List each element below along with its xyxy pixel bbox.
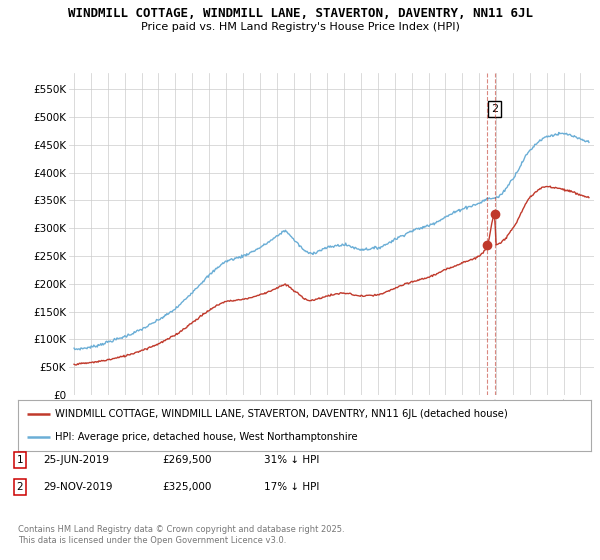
Text: 25-JUN-2019: 25-JUN-2019 xyxy=(43,455,109,465)
Text: Contains HM Land Registry data © Crown copyright and database right 2025.
This d: Contains HM Land Registry data © Crown c… xyxy=(18,525,344,545)
Text: WINDMILL COTTAGE, WINDMILL LANE, STAVERTON, DAVENTRY, NN11 6JL (detached house): WINDMILL COTTAGE, WINDMILL LANE, STAVERT… xyxy=(55,409,508,419)
Text: £325,000: £325,000 xyxy=(162,482,211,492)
Text: WINDMILL COTTAGE, WINDMILL LANE, STAVERTON, DAVENTRY, NN11 6JL: WINDMILL COTTAGE, WINDMILL LANE, STAVERT… xyxy=(67,7,533,20)
Text: Price paid vs. HM Land Registry's House Price Index (HPI): Price paid vs. HM Land Registry's House … xyxy=(140,22,460,32)
Text: 17% ↓ HPI: 17% ↓ HPI xyxy=(264,482,319,492)
Text: 2: 2 xyxy=(491,104,498,114)
Text: 31% ↓ HPI: 31% ↓ HPI xyxy=(264,455,319,465)
Text: 29-NOV-2019: 29-NOV-2019 xyxy=(43,482,113,492)
Text: 1: 1 xyxy=(16,455,23,465)
Text: £269,500: £269,500 xyxy=(162,455,212,465)
Text: 2: 2 xyxy=(16,482,23,492)
Text: HPI: Average price, detached house, West Northamptonshire: HPI: Average price, detached house, West… xyxy=(55,432,358,442)
